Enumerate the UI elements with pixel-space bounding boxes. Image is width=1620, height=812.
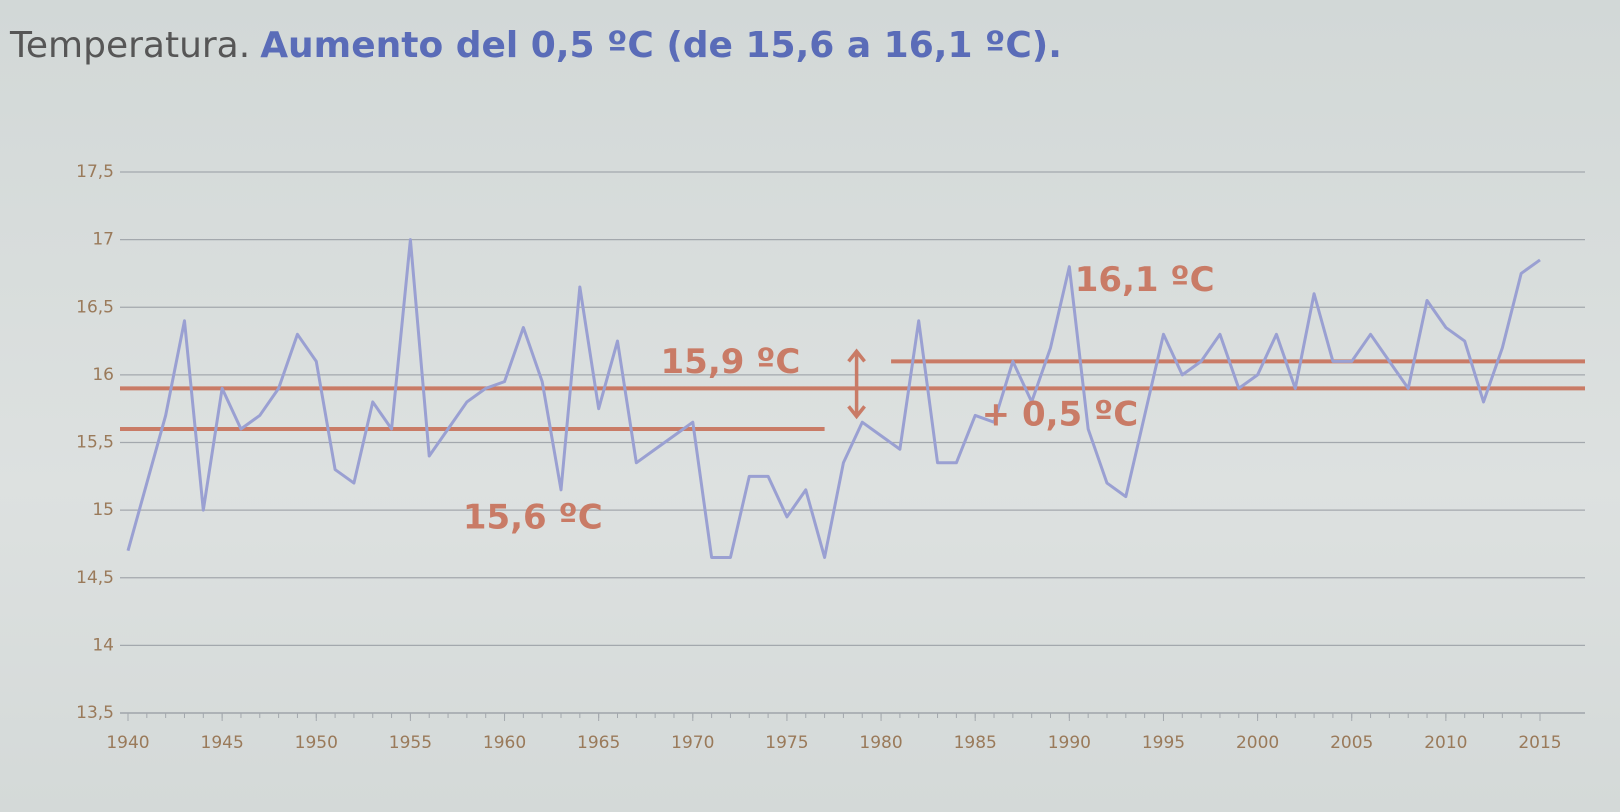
annotation: + 0,5 ºC (982, 394, 1139, 434)
x-tick-label: 1980 (859, 733, 902, 753)
y-tick-label: 14 (92, 635, 114, 655)
data-line (126, 238, 1541, 559)
x-tick-label: 2005 (1330, 733, 1373, 753)
y-tick-label: 17 (92, 230, 114, 250)
y-tick-label: 15 (92, 500, 114, 520)
x-tick-label: 1985 (954, 733, 997, 753)
x-tick-label: 1995 (1142, 733, 1185, 753)
arrow (847, 348, 866, 420)
reference-label: 15,6 ºC (463, 497, 603, 537)
y-tick-label: 17,5 (76, 162, 114, 182)
y-tick-label: 16 (92, 365, 114, 385)
x-tick-label: 1965 (577, 733, 620, 753)
chart-title: Temperatura. Aumento del 0,5 ºC (de 15,6 … (9, 25, 1062, 66)
x-tick-label: 1955 (389, 733, 432, 753)
x-tick-label: 2000 (1236, 733, 1279, 753)
reference-label: 15,9 ºC (661, 342, 801, 382)
x-tick-label: 1960 (483, 733, 526, 753)
y-tick-label: 16,5 (76, 297, 114, 317)
y-tick-label: 14,5 (76, 568, 114, 588)
y-tick-label: 13,5 (76, 703, 114, 723)
x-tick-label: 1975 (765, 733, 808, 753)
y-tick-label: 15,5 (76, 433, 114, 453)
x-tick-label: 1970 (671, 733, 714, 753)
x-tick-label: 1940 (106, 733, 149, 753)
x-tick-label: 1950 (295, 733, 338, 753)
reference-label: 16,1 ºC (1075, 260, 1215, 300)
x-tick-label: 1945 (201, 733, 244, 753)
x-tick-label: 2010 (1424, 733, 1467, 753)
subtitle: Aumento del 0,5 ºC (de 15,6 a 16,1 ºC). (260, 25, 1062, 66)
x-tick-label: 1990 (1048, 733, 1091, 753)
title: Temperatura. (9, 25, 250, 66)
x-tick-label: 2015 (1518, 733, 1561, 753)
